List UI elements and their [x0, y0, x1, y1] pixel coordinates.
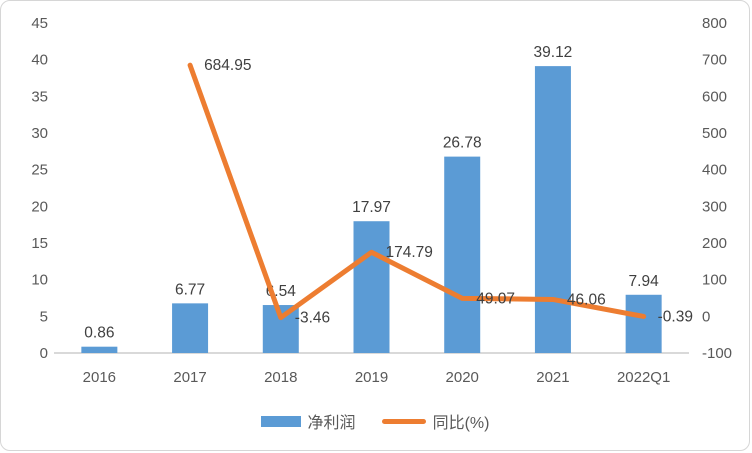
- x-axis-category-label: 2018: [264, 369, 297, 386]
- left-axis-tick-label: 30: [31, 125, 48, 142]
- bar-label-2022Q1: 7.94: [629, 273, 660, 290]
- x-axis-category-label: 2019: [355, 369, 388, 386]
- right-axis-tick-label: 800: [702, 15, 727, 32]
- legend-label-yoy: 同比(%): [432, 415, 490, 432]
- bar-2021: [534, 66, 571, 354]
- bar-label-2021: 39.12: [534, 44, 573, 61]
- right-axis-tick-label: 400: [702, 162, 727, 179]
- bar-series-swatch: [260, 415, 301, 427]
- x-axis-category-label: 2022Q1: [617, 369, 670, 386]
- left-axis-tick-label: 45: [31, 15, 48, 32]
- line-label-2020: 49.07: [476, 290, 515, 307]
- bar-2020: [444, 156, 481, 353]
- left-axis-tick-label: 35: [31, 88, 48, 105]
- line-label-2017: 684.95: [204, 57, 251, 74]
- bar-label-2019: 17.97: [352, 199, 391, 216]
- chart-legend: 净利润 同比(%): [1, 409, 749, 433]
- left-axis-tick-label: 5: [40, 308, 48, 325]
- x-axis-category-label: 2020: [446, 369, 479, 386]
- left-axis-tick-label: 40: [31, 52, 48, 69]
- legend-item-net-profit[interactable]: 净利润: [260, 409, 356, 433]
- right-axis-tick-label: 600: [702, 88, 727, 105]
- right-axis-tick-label: 500: [702, 125, 727, 142]
- x-axis-category-label: 2016: [83, 369, 116, 386]
- left-axis-tick-label: 25: [31, 162, 48, 179]
- line-label-2018: -3.46: [295, 310, 330, 327]
- bar-label-2020: 26.78: [443, 135, 482, 152]
- line-label-2021: 46.06: [567, 291, 606, 308]
- bar-label-2016: 0.86: [84, 325, 114, 342]
- bar-2022Q1: [625, 294, 662, 353]
- bar-2017: [172, 303, 209, 353]
- bar-2019: [353, 221, 390, 353]
- yoy-line: [187, 62, 647, 321]
- line-label-2019: 174.79: [386, 244, 433, 261]
- line-label-2022Q1: -0.39: [658, 308, 693, 325]
- line-series-swatch: [381, 418, 426, 424]
- x-axis-category-label: 2021: [536, 369, 569, 386]
- legend-item-yoy[interactable]: 同比(%): [381, 409, 490, 433]
- legend-label-net-profit: 净利润: [307, 415, 356, 432]
- left-axis-tick-label: 0: [40, 345, 48, 362]
- right-axis-tick-label: -100: [702, 345, 732, 362]
- right-axis-tick-label: 700: [702, 52, 727, 69]
- bar-label-2017: 6.77: [175, 281, 205, 298]
- right-axis-tick-label: 300: [702, 198, 727, 215]
- left-axis-tick-label: 15: [31, 235, 48, 252]
- right-axis-tick-label: 0: [702, 308, 710, 325]
- right-axis-tick-label: 200: [702, 235, 727, 252]
- x-axis-category-label: 2017: [173, 369, 206, 386]
- bar-2016: [81, 346, 118, 353]
- right-axis-tick-label: 100: [702, 272, 727, 289]
- left-axis-tick-label: 10: [31, 272, 48, 289]
- left-axis-tick-label: 20: [31, 198, 48, 215]
